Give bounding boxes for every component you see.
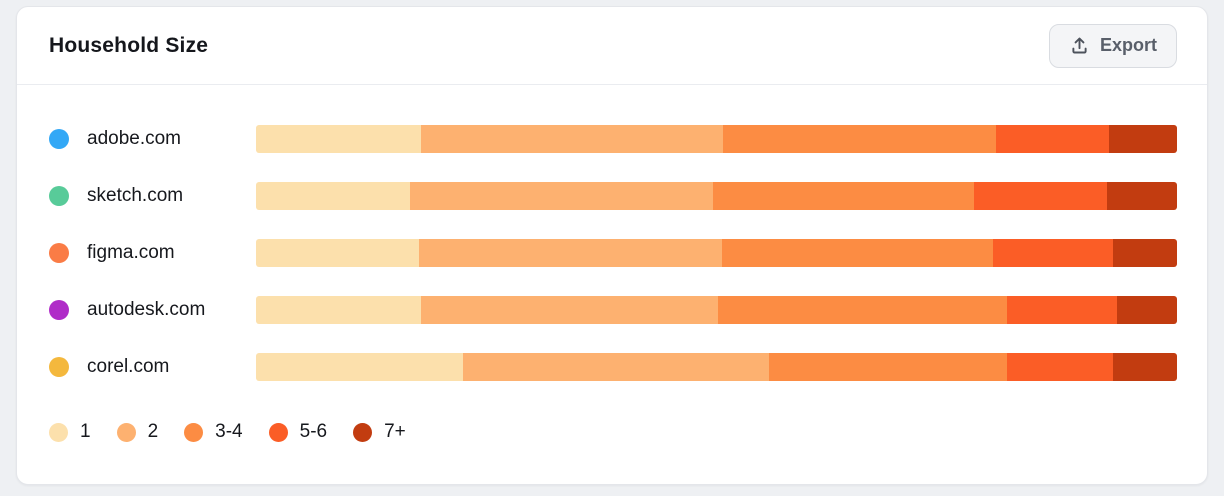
- bar-segment-7+[interactable]: [1112, 238, 1177, 267]
- bar-segment-5-6[interactable]: [974, 181, 1107, 210]
- row-label: sketch.com: [87, 184, 184, 206]
- chart-row: adobe.com: [49, 110, 1177, 167]
- legend-label: 1: [80, 421, 91, 442]
- series-dot: [49, 242, 69, 263]
- chart-row: autodesk.com: [49, 281, 1177, 338]
- legend-dot: [353, 422, 373, 442]
- stacked-bar: [256, 352, 1177, 381]
- stacked-bar: [256, 295, 1177, 324]
- series-dot: [49, 185, 69, 206]
- series-dot: [49, 128, 69, 149]
- bar-segment-3-4[interactable]: [722, 124, 996, 153]
- series-dot: [49, 299, 69, 320]
- bar-segment-5-6[interactable]: [995, 124, 1109, 153]
- stacked-bar: [256, 124, 1177, 153]
- export-button-label: Export: [1099, 35, 1157, 55]
- chart-area: adobe.com sketch.com figma.com autodesk.com…: [17, 85, 1207, 452]
- bar-segment-3-4[interactable]: [722, 238, 993, 267]
- card-header: Household Size Export: [17, 7, 1207, 85]
- bar-segment-2[interactable]: [419, 238, 723, 267]
- bar-segment-3-4[interactable]: [712, 181, 975, 210]
- bar-segment-5-6[interactable]: [1006, 295, 1118, 324]
- card-title: Household Size: [49, 33, 209, 57]
- legend-dot: [268, 422, 288, 442]
- legend-label: 7+: [384, 421, 406, 442]
- legend-item-3-4[interactable]: 3-4: [184, 421, 243, 443]
- legend-dot: [184, 422, 204, 442]
- bar-segment-1[interactable]: [256, 295, 421, 324]
- legend-dot: [116, 422, 136, 442]
- series-dot: [49, 356, 69, 377]
- chart-rows: adobe.com sketch.com figma.com autodesk.com…: [49, 110, 1177, 395]
- legend-item-2[interactable]: 2: [116, 421, 159, 443]
- bar-segment-2[interactable]: [420, 295, 719, 324]
- legend-item-5-6[interactable]: 5-6: [268, 421, 328, 443]
- bar-segment-2[interactable]: [463, 352, 769, 381]
- bar-segment-5-6[interactable]: [992, 238, 1113, 267]
- stacked-bar: [256, 181, 1177, 210]
- bar-segment-7+[interactable]: [1108, 124, 1177, 153]
- bar-segment-1[interactable]: [256, 181, 410, 210]
- legend-item-1[interactable]: 1: [49, 421, 91, 443]
- row-label: adobe.com: [87, 127, 182, 149]
- legend-item-7+[interactable]: 7+: [353, 421, 406, 443]
- row-label: figma.com: [87, 241, 175, 263]
- bar-segment-1[interactable]: [256, 238, 420, 267]
- bar-segment-1[interactable]: [256, 352, 464, 381]
- export-button[interactable]: Export: [1048, 23, 1177, 68]
- bar-segment-3-4[interactable]: [768, 352, 1007, 381]
- chart-row: corel.com: [49, 338, 1177, 395]
- legend-label: 3-4: [215, 421, 243, 442]
- bar-segment-2[interactable]: [409, 181, 713, 210]
- chart-legend: 1 2 3-4 5-6 7+: [49, 412, 1177, 452]
- row-label: autodesk.com: [87, 298, 206, 320]
- household-size-card: Household Size Export adobe.com sketch.co…: [16, 6, 1208, 485]
- bar-segment-7+[interactable]: [1117, 295, 1177, 324]
- chart-row: sketch.com: [49, 167, 1177, 224]
- legend-label: 5-6: [299, 421, 328, 442]
- chart-row: figma.com: [49, 224, 1177, 281]
- bar-segment-2[interactable]: [420, 124, 723, 153]
- legend-dot: [49, 422, 68, 442]
- bar-segment-7+[interactable]: [1112, 352, 1177, 381]
- bar-segment-1[interactable]: [256, 124, 421, 153]
- export-icon: [1069, 35, 1090, 56]
- row-label: corel.com: [87, 355, 170, 377]
- bar-segment-7+[interactable]: [1106, 181, 1177, 210]
- legend-label: 2: [147, 421, 159, 442]
- stacked-bar: [256, 238, 1177, 267]
- bar-segment-3-4[interactable]: [718, 295, 1007, 324]
- bar-segment-5-6[interactable]: [1006, 352, 1113, 381]
